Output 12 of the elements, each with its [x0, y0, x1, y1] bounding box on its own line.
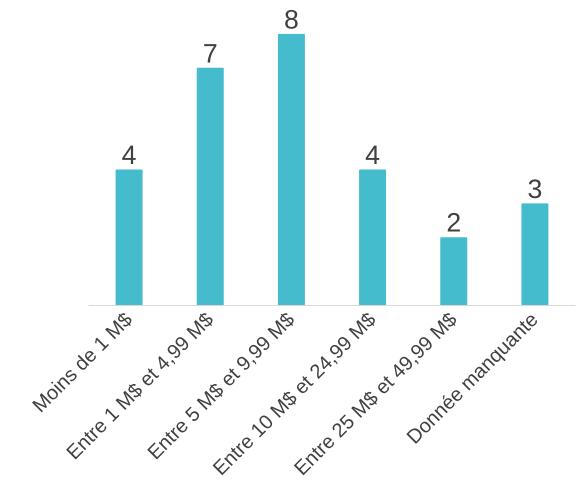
data-label: 8	[284, 4, 299, 34]
bar	[196, 68, 224, 306]
bar	[116, 169, 143, 306]
bar	[440, 237, 468, 306]
bar	[359, 169, 386, 306]
data-label: 4	[122, 140, 137, 170]
bar	[521, 203, 548, 306]
data-label: 3	[528, 174, 542, 204]
bar	[278, 34, 305, 306]
data-label: 4	[365, 140, 380, 170]
data-label: 7	[202, 38, 218, 68]
data-label: 2	[446, 208, 462, 238]
